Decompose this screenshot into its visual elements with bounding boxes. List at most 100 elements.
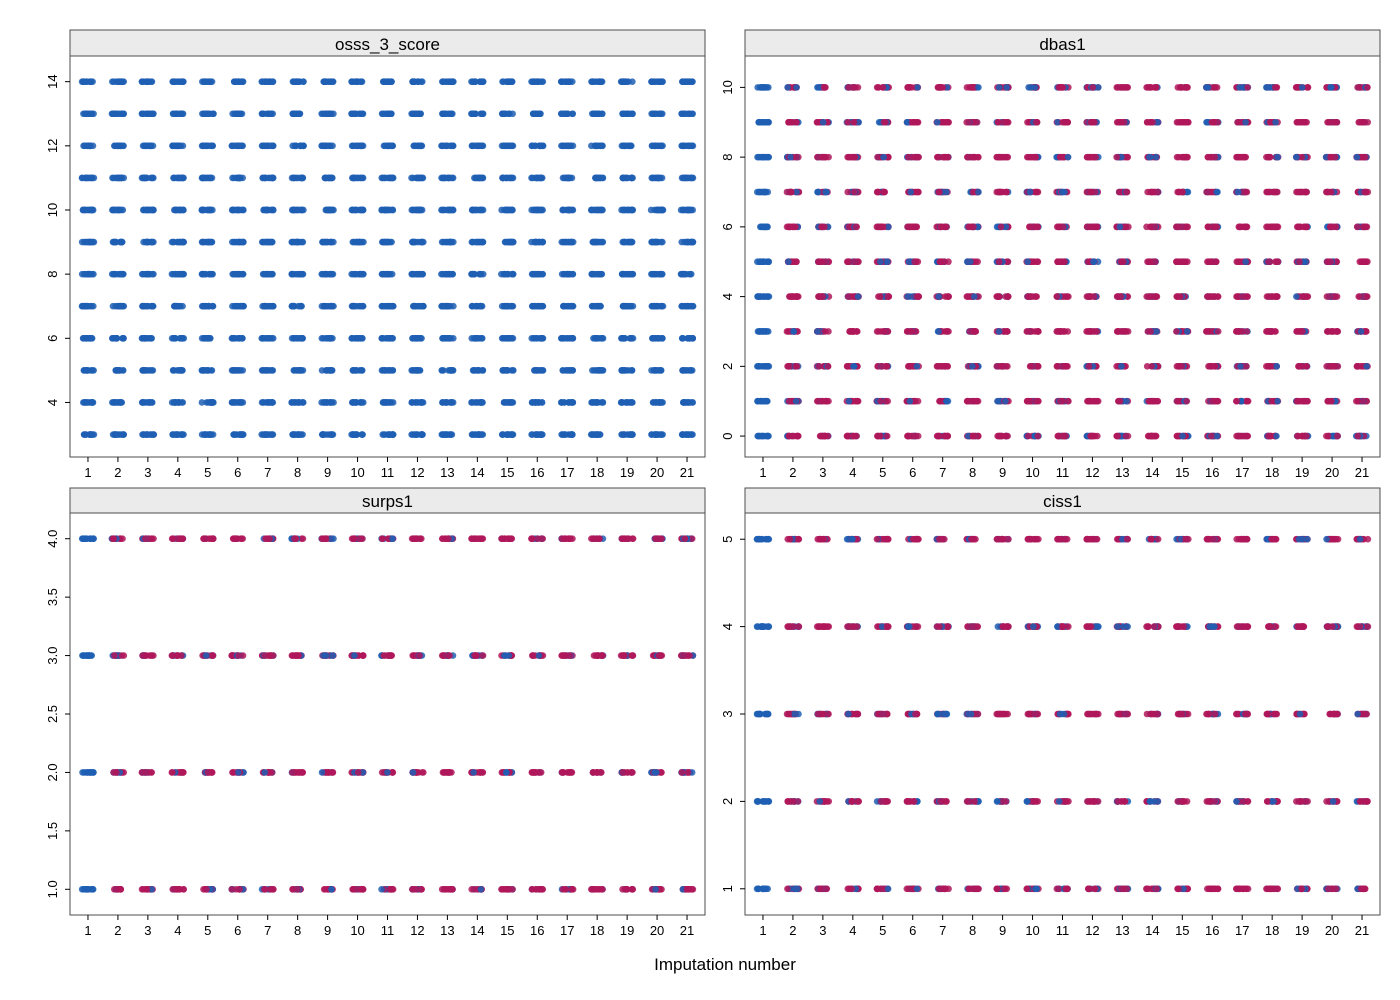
data-point bbox=[934, 153, 942, 161]
data-point bbox=[263, 367, 270, 374]
data-point bbox=[940, 363, 948, 370]
data-point bbox=[236, 335, 243, 342]
data-point bbox=[618, 431, 626, 438]
data-point bbox=[537, 174, 545, 182]
data-point bbox=[327, 399, 334, 406]
data-point bbox=[177, 174, 185, 182]
panel-title: osss_3_score bbox=[335, 35, 440, 54]
data-point bbox=[207, 238, 214, 246]
data-point bbox=[533, 335, 541, 342]
data-point bbox=[111, 270, 119, 278]
data-point bbox=[844, 118, 851, 126]
data-point bbox=[880, 328, 888, 335]
data-point bbox=[594, 174, 601, 182]
data-point bbox=[147, 431, 155, 438]
data-point bbox=[294, 270, 301, 278]
data-point bbox=[528, 206, 535, 214]
data-point bbox=[379, 431, 387, 438]
data-point bbox=[559, 335, 566, 342]
data-point bbox=[618, 367, 626, 374]
data-point bbox=[785, 397, 793, 405]
data-point bbox=[175, 399, 182, 406]
data-point bbox=[80, 238, 88, 246]
data-point bbox=[876, 293, 884, 300]
data-point bbox=[198, 302, 206, 310]
data-point bbox=[109, 302, 117, 310]
data-point bbox=[995, 328, 1003, 335]
data-point bbox=[240, 206, 247, 214]
data-point bbox=[233, 174, 240, 182]
data-point bbox=[200, 238, 208, 246]
data-point bbox=[997, 223, 1005, 231]
data-point bbox=[913, 363, 921, 370]
data-point bbox=[814, 188, 822, 196]
data-point bbox=[678, 335, 686, 342]
data-point bbox=[934, 118, 941, 126]
data-point bbox=[501, 142, 509, 150]
data-point bbox=[143, 110, 150, 118]
data-point bbox=[903, 328, 911, 335]
data-point bbox=[823, 397, 830, 405]
data-point bbox=[177, 335, 185, 342]
data-point bbox=[357, 399, 364, 406]
data-point bbox=[143, 367, 151, 374]
data-point bbox=[658, 206, 665, 214]
data-point bbox=[202, 174, 209, 182]
data-point bbox=[298, 302, 305, 310]
data-point bbox=[89, 367, 96, 374]
data-point bbox=[597, 78, 604, 85]
data-point bbox=[943, 188, 950, 196]
data-point bbox=[449, 110, 456, 118]
data-point bbox=[969, 363, 976, 370]
data-point bbox=[536, 302, 544, 310]
data-point bbox=[475, 431, 483, 438]
data-point bbox=[84, 110, 92, 118]
data-point bbox=[568, 399, 575, 406]
data-point bbox=[298, 335, 305, 342]
data-point bbox=[760, 153, 768, 161]
data-point bbox=[500, 270, 508, 278]
data-point bbox=[789, 223, 796, 231]
data-point bbox=[147, 335, 155, 342]
data-point bbox=[356, 206, 364, 214]
data-point bbox=[289, 110, 297, 118]
data-point bbox=[659, 78, 666, 85]
data-point bbox=[411, 238, 418, 246]
data-point bbox=[688, 431, 696, 438]
data-point bbox=[536, 142, 544, 150]
data-point bbox=[936, 397, 944, 405]
data-point bbox=[348, 335, 356, 342]
data-point bbox=[936, 258, 944, 266]
data-point bbox=[112, 238, 120, 246]
data-point bbox=[588, 110, 596, 118]
data-point bbox=[819, 118, 827, 126]
data-point bbox=[141, 431, 148, 438]
data-point bbox=[379, 238, 386, 246]
data-point bbox=[469, 110, 477, 118]
data-point bbox=[89, 399, 96, 406]
data-point bbox=[685, 206, 692, 214]
data-point bbox=[680, 367, 687, 374]
data-point bbox=[85, 238, 93, 246]
x-tick-label: 19 bbox=[620, 465, 634, 480]
data-point bbox=[629, 431, 636, 438]
x-tick-label: 8 bbox=[294, 465, 301, 480]
data-point bbox=[620, 142, 628, 150]
x-tick-label: 20 bbox=[650, 465, 664, 480]
data-point bbox=[298, 206, 305, 214]
data-point bbox=[853, 328, 860, 335]
data-point bbox=[994, 293, 1002, 300]
data-point bbox=[786, 293, 793, 300]
data-point bbox=[499, 110, 506, 118]
data-point bbox=[176, 238, 183, 246]
data-point bbox=[475, 142, 482, 150]
data-point bbox=[762, 363, 769, 370]
data-point bbox=[258, 110, 266, 118]
data-point bbox=[537, 367, 544, 374]
data-point bbox=[381, 270, 388, 278]
data-point bbox=[972, 432, 980, 440]
data-point bbox=[794, 432, 802, 440]
data-point bbox=[268, 399, 276, 406]
data-point bbox=[624, 302, 631, 310]
data-point bbox=[965, 118, 972, 126]
